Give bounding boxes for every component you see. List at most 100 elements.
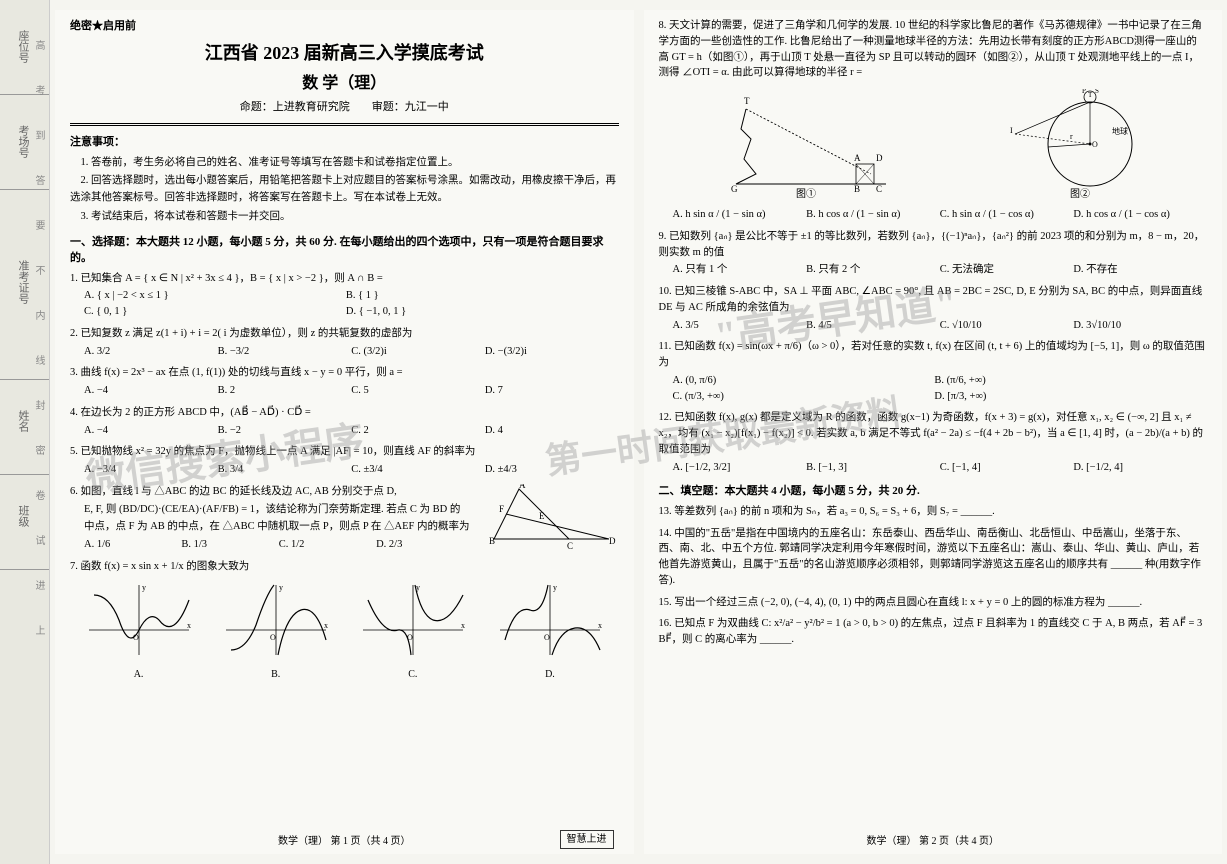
svg-text:O: O bbox=[544, 633, 550, 642]
question-14: 14. 中国的"五岳"是指在中国境内的五座名山：东岳泰山、西岳华山、南岳衡山、北… bbox=[659, 526, 1208, 589]
q4-text: 4. 在边长为 2 的正方形 ABCD 中，(AB⃗ − AD⃗) · CD⃗ … bbox=[70, 405, 619, 421]
svg-text:x: x bbox=[598, 621, 602, 630]
svg-text:T: T bbox=[744, 96, 750, 106]
badge: 智慧上进 bbox=[560, 830, 614, 849]
svg-text:y: y bbox=[279, 583, 283, 592]
name-label: 姓名 bbox=[15, 410, 31, 432]
section2-header: 二、填空题：本大题共 4 小题，每小题 5 分，共 20 分. bbox=[659, 483, 1208, 500]
svg-text:x: x bbox=[461, 621, 465, 630]
q11-opt-a: A. (0, π/6) bbox=[673, 373, 930, 389]
q10-text: 10. 已知三棱锥 S-ABC 中，SA ⊥ 平面 ABC, ∠ABC = 90… bbox=[659, 284, 1208, 316]
svg-text:S: S bbox=[1095, 89, 1099, 95]
q1-opt-d: D. { −1, 0, 1 } bbox=[346, 304, 603, 320]
seat-label: 座位号 bbox=[15, 30, 31, 63]
q9-opt-d: D. 不存在 bbox=[1073, 262, 1201, 278]
q6-opt-a: A. 1/6 bbox=[84, 537, 177, 553]
q1-text: 1. 已知集合 A = { x ∈ N | x² + 3x ≤ 4 }，B = … bbox=[70, 271, 619, 287]
credits: 命题：上进教育研究院 审题：九江一中 bbox=[70, 99, 619, 116]
q7-graph-a: x y O A. bbox=[79, 580, 199, 670]
q5-opt-a: A. −3/4 bbox=[84, 462, 212, 478]
credit-left-val: 上进教育研究院 bbox=[273, 101, 350, 113]
question-6: A B C D E F 6. 如图，直线 l 与 △ABC 的边 BC 的延长线… bbox=[70, 484, 619, 553]
q8-opt-c: C. h sin α / (1 − cos α) bbox=[940, 207, 1068, 223]
q5-opt-c: C. ±3/4 bbox=[351, 462, 479, 478]
question-3: 3. 曲线 f(x) = 2x³ − ax 在点 (1, f(1)) 处的切线与… bbox=[70, 365, 619, 399]
q3-opt-b: B. 2 bbox=[218, 383, 346, 399]
q10-opt-d: D. 3√10/10 bbox=[1073, 318, 1201, 334]
content-area: 绝密★启用前 江西省 2023 届新高三入学摸底考试 数 学（理） 命题：上进教… bbox=[50, 0, 1227, 864]
q12-opt-b: B. [−1, 3] bbox=[806, 460, 934, 476]
credit-right-label: 审题： bbox=[372, 101, 405, 113]
q8-text: 8. 天文计算的需要，促进了三角学和几何学的发展. 10 世纪的科学家比鲁尼的著… bbox=[659, 18, 1208, 81]
svg-text:O: O bbox=[1092, 140, 1098, 149]
instructions-body: 1. 答卷前，考生务必将自己的姓名、准考证号等填写在答题卡和试卷指定位置上。 2… bbox=[70, 155, 619, 226]
divider bbox=[70, 123, 619, 126]
svg-text:图②: 图② bbox=[1070, 188, 1090, 199]
q8-fig1: T G B C A D 图① bbox=[706, 89, 906, 199]
q3-opt-a: A. −4 bbox=[84, 383, 212, 399]
svg-text:地球: 地球 bbox=[1112, 126, 1128, 136]
page2-footer: 数学（理） 第 2 页（共 4 页） bbox=[644, 834, 1223, 849]
instruction-3: 3. 考试结束后，将本试卷和答题卡一并交回。 bbox=[70, 209, 619, 226]
q14-text: 14. 中国的"五岳"是指在中国境内的五座名山：东岳泰山、西岳华山、南岳衡山、北… bbox=[659, 526, 1208, 589]
class-label: 班级 bbox=[15, 505, 31, 527]
q12-opt-d: D. [−1/2, 4] bbox=[1073, 460, 1201, 476]
q4-opt-d: D. 4 bbox=[485, 423, 613, 439]
q2-opt-b: B. −3/2 bbox=[218, 344, 346, 360]
question-4: 4. 在边长为 2 的正方形 ABCD 中，(AB⃗ − AD⃗) · CD⃗ … bbox=[70, 405, 619, 439]
q2-text: 2. 已知复数 z 满足 z(1 + i) + i = 2( i 为虚数单位），… bbox=[70, 326, 619, 342]
q12-opt-a: A. [−1/2, 3/2] bbox=[673, 460, 801, 476]
q2-opt-a: A. 3/2 bbox=[84, 344, 212, 360]
svg-text:D: D bbox=[609, 536, 616, 546]
svg-text:O: O bbox=[133, 633, 139, 642]
svg-text:A: A bbox=[519, 484, 526, 490]
svg-text:A: A bbox=[854, 153, 861, 163]
sidebar-side-text: 高考到答要不内线封密卷试进上 bbox=[31, 40, 46, 670]
svg-text:y: y bbox=[142, 583, 146, 592]
q6-opt-b: B. 1/3 bbox=[181, 537, 274, 553]
q12-opt-c: C. [−1, 4] bbox=[940, 460, 1068, 476]
q7-label-a: A. bbox=[79, 667, 199, 682]
question-13: 13. 等差数列 {aₙ} 的前 n 项和为 Sₙ，若 a₃ = 0, S₆ =… bbox=[659, 504, 1208, 520]
q1-opt-b: B. { 1 } bbox=[346, 288, 603, 304]
title-main: 江西省 2023 届新高三入学摸底考试 bbox=[70, 40, 619, 67]
q4-opt-c: C. 2 bbox=[351, 423, 479, 439]
question-11: 11. 已知函数 f(x) = sin(ωx + π/6)（ω > 0），若对任… bbox=[659, 339, 1208, 404]
cert-label: 准考证号 bbox=[15, 260, 31, 304]
svg-text:x: x bbox=[187, 621, 191, 630]
question-7: 7. 函数 f(x) = x sin x + 1/x 的图象大致为 x y O … bbox=[70, 559, 619, 675]
svg-text:B: B bbox=[854, 184, 860, 194]
instruction-2: 2. 回答选择题时，选出每小题答案后，用铅笔把答题卡上对应题目的答案标号涂黑。如… bbox=[70, 173, 619, 207]
exam-paper: 座位号 考场号 准考证号 姓名 班级 高考到答要不内线封密卷试进上 绝密★启用前… bbox=[0, 0, 1227, 864]
q2-opt-d: D. −(3/2)i bbox=[485, 344, 613, 360]
q11-opt-b: B. (π/6, +∞) bbox=[934, 373, 1191, 389]
svg-text:y: y bbox=[416, 583, 420, 592]
credit-left-label: 命题： bbox=[240, 101, 273, 113]
q9-text: 9. 已知数列 {aₙ} 是公比不等于 ±1 的等比数列，若数列 {aₙ}，{(… bbox=[659, 229, 1208, 261]
svg-text:F: F bbox=[499, 504, 504, 514]
q3-opt-c: C. 5 bbox=[351, 383, 479, 399]
q3-opt-d: D. 7 bbox=[485, 383, 613, 399]
q2-opt-c: C. (3/2)i bbox=[351, 344, 479, 360]
q7-graphs: x y O A. x y O bbox=[70, 580, 619, 675]
page1-footer: 数学（理） 第 1 页（共 4 页） bbox=[55, 834, 634, 849]
q16-text: 16. 已知点 F 为双曲线 C: x²/a² − y²/b² = 1 (a >… bbox=[659, 616, 1208, 648]
q7-graph-c: x y O C. bbox=[353, 580, 473, 670]
q10-opt-c: C. √10/10 bbox=[940, 318, 1068, 334]
q7-graph-d: x y O D. bbox=[490, 580, 610, 670]
q6-opt-c: C. 1/2 bbox=[279, 537, 372, 553]
q7-graph-b: x y O B. bbox=[216, 580, 336, 670]
q7-label-b: B. bbox=[216, 667, 336, 682]
svg-text:y: y bbox=[553, 583, 557, 592]
question-16: 16. 已知点 F 为双曲线 C: x²/a² − y²/b² = 1 (a >… bbox=[659, 616, 1208, 648]
svg-text:I: I bbox=[1010, 126, 1013, 135]
question-2: 2. 已知复数 z 满足 z(1 + i) + i = 2( i 为虚数单位），… bbox=[70, 326, 619, 360]
q9-opt-c: C. 无法确定 bbox=[940, 262, 1068, 278]
q11-opt-c: C. (π/3, +∞) bbox=[673, 389, 930, 405]
q10-opt-b: B. 4/5 bbox=[806, 318, 934, 334]
q1-opt-a: A. { x | −2 < x ≤ 1 } bbox=[84, 288, 341, 304]
q6-opt-d: D. 2/3 bbox=[376, 537, 469, 553]
question-15: 15. 写出一个经过三点 (−2, 0), (−4, 4), (0, 1) 中的… bbox=[659, 595, 1208, 611]
svg-text:O: O bbox=[270, 633, 276, 642]
sidebar: 座位号 考场号 准考证号 姓名 班级 高考到答要不内线封密卷试进上 bbox=[0, 0, 50, 864]
